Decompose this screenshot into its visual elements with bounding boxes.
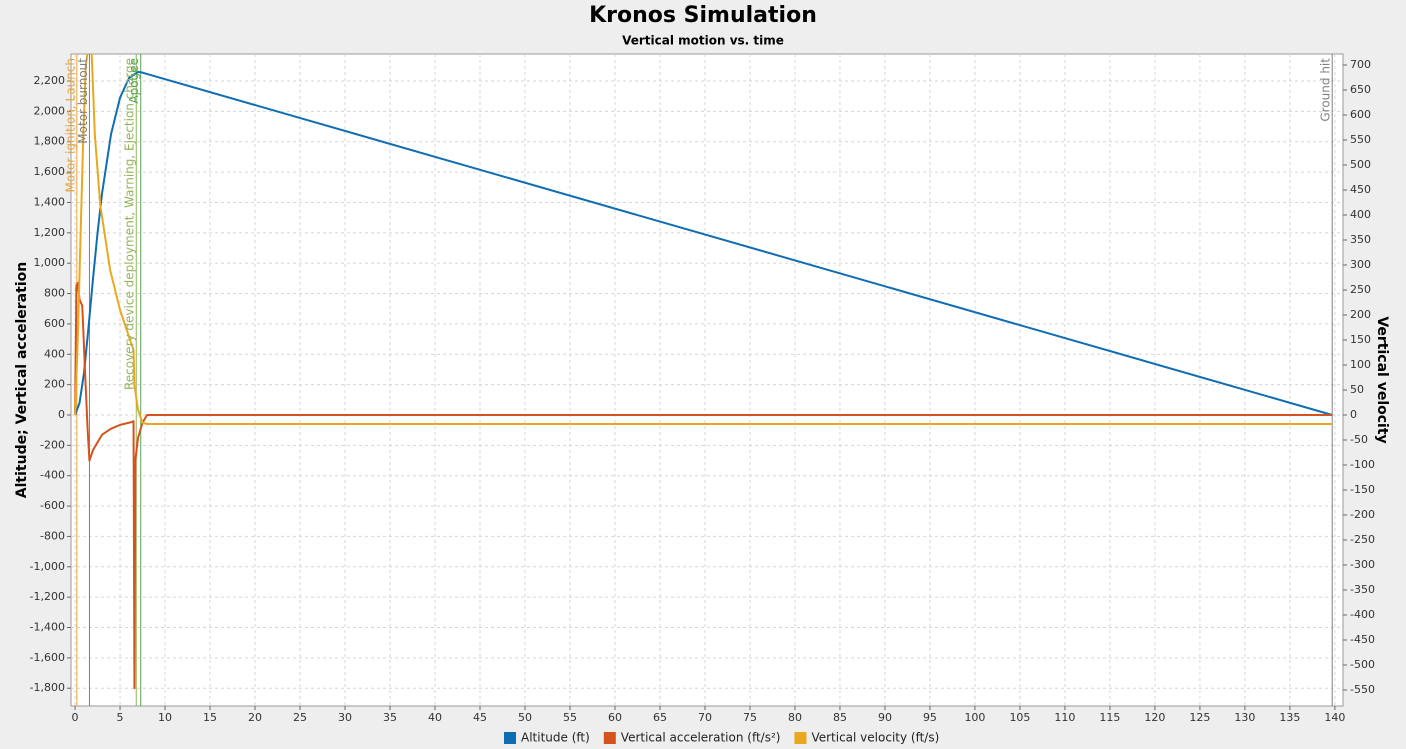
x-tick-label: 120: [1144, 711, 1165, 724]
chart-subtitle: Vertical motion vs. time: [622, 34, 784, 48]
event-label: Ground hit: [1319, 58, 1333, 122]
y2-tick-label: 550: [1350, 133, 1371, 146]
x-tick-label: 20: [248, 711, 262, 724]
y2-tick-label: 450: [1350, 183, 1371, 196]
x-tick-label: 55: [563, 711, 577, 724]
legend-label: Altitude (ft): [521, 731, 590, 745]
legend-label: Vertical acceleration (ft/s²): [621, 731, 781, 745]
y2-tick-label: 500: [1350, 158, 1371, 171]
y-tick-label: 800: [44, 287, 65, 300]
y2-tick-label: 50: [1350, 383, 1364, 396]
plot-area: [70, 53, 1344, 707]
x-tick-label: 65: [653, 711, 667, 724]
y-axis-label: Altitude; Vertical acceleration: [14, 262, 30, 498]
x-tick-label: 0: [72, 711, 79, 724]
y2-tick-label: -550: [1350, 683, 1375, 696]
legend-swatch: [504, 732, 516, 744]
y-tick-label: 1,600: [34, 165, 66, 178]
y2-tick-label: 0: [1350, 408, 1357, 421]
y-tick-label: 0: [58, 408, 65, 421]
y2-tick-label: -300: [1350, 558, 1375, 571]
y-tick-label: -1,400: [30, 621, 65, 634]
y-tick-label: 1,800: [34, 135, 66, 148]
x-tick-label: 110: [1054, 711, 1075, 724]
y2-tick-label: -500: [1350, 658, 1375, 671]
y-tick-label: 1,000: [34, 256, 66, 269]
x-tick-label: 15: [203, 711, 217, 724]
x-tick-label: 125: [1189, 711, 1210, 724]
x-tick-label: 115: [1099, 711, 1120, 724]
y-tick-label: -600: [40, 499, 65, 512]
legend: Altitude (ft) Vertical acceleration (ft/s…: [504, 731, 939, 745]
y2-tick-label: 250: [1350, 283, 1371, 296]
x-tick-label: 5: [117, 711, 124, 724]
y2-tick-label: 650: [1350, 83, 1371, 96]
y-tick-label: -800: [40, 529, 65, 542]
y2-tick-label: -250: [1350, 533, 1375, 546]
y2-tick-label: 350: [1350, 233, 1371, 246]
x-tick-label: 25: [293, 711, 307, 724]
y-tick-label: 400: [44, 347, 65, 360]
y-tick-label: -200: [40, 438, 65, 451]
legend-label: Vertical velocity (ft/s): [811, 731, 939, 745]
x-tick-label: 80: [788, 711, 802, 724]
x-tick-label: 140: [1324, 711, 1345, 724]
x-tick-label: 10: [158, 711, 172, 724]
y2-tick-label: -200: [1350, 508, 1375, 521]
y-tick-label: 2,200: [34, 74, 66, 87]
x-tick-label: 45: [473, 711, 487, 724]
x-tick-label: 85: [833, 711, 847, 724]
x-tick-label: 105: [1009, 711, 1030, 724]
chart-title: Kronos Simulation: [589, 3, 817, 28]
y2-tick-label: -100: [1350, 458, 1375, 471]
y2-tick-label: 300: [1350, 258, 1371, 271]
x-tick-label: 40: [428, 711, 442, 724]
y2-tick-label: 600: [1350, 108, 1371, 121]
x-tick-label: 90: [878, 711, 892, 724]
x-tick-label: 60: [608, 711, 622, 724]
y2-tick-label: 200: [1350, 308, 1371, 321]
x-tick-label: 50: [518, 711, 532, 724]
y-tick-label: 200: [44, 378, 65, 391]
event-label: Apogee: [127, 58, 141, 104]
y2-tick-label: -350: [1350, 583, 1375, 596]
x-tick-label: 75: [743, 711, 757, 724]
series-line: [74, 70, 1333, 416]
y2-tick-label: 700: [1350, 58, 1371, 71]
y2-tick-label: -450: [1350, 633, 1375, 646]
x-tick-label: 135: [1279, 711, 1300, 724]
x-tick-label: 95: [923, 711, 937, 724]
y-tick-label: 2,000: [34, 104, 66, 117]
x-tick-label: 130: [1234, 711, 1255, 724]
y-tick-label: -1,200: [30, 590, 65, 603]
event-label: Motor burnout: [76, 58, 90, 144]
y-tick-label: 1,400: [34, 195, 66, 208]
plot-layer: [71, 54, 1343, 706]
y2-tick-label: -150: [1350, 483, 1375, 496]
x-tick-label: 100: [964, 711, 985, 724]
y2-tick-label: -400: [1350, 608, 1375, 621]
x-tick-label: 30: [338, 711, 352, 724]
y2-tick-label: 150: [1350, 333, 1371, 346]
y-tick-label: -1,000: [30, 560, 65, 573]
legend-swatch: [603, 732, 616, 744]
y2-tick-label: 100: [1350, 358, 1371, 371]
y-tick-label: 600: [44, 317, 65, 330]
y2-tick-label: -50: [1350, 433, 1368, 446]
x-tick-label: 35: [383, 711, 397, 724]
y2-tick-label: 400: [1350, 208, 1371, 221]
y-tick-label: -1,800: [30, 681, 65, 694]
y2-axis-label: Vertical velocity: [1374, 316, 1390, 443]
x-tick-label: 70: [698, 711, 712, 724]
event-label: Motor ignition, Launch: [63, 58, 77, 192]
y-tick-label: -400: [40, 469, 65, 482]
series-line: [74, 281, 1333, 690]
legend-swatch: [794, 732, 807, 744]
y-tick-label: 1,200: [34, 226, 66, 239]
series-line: [74, 54, 1333, 425]
y-tick-label: -1,600: [30, 651, 65, 664]
event-label: Recovery device deployment, Warning, Eje…: [123, 58, 137, 390]
